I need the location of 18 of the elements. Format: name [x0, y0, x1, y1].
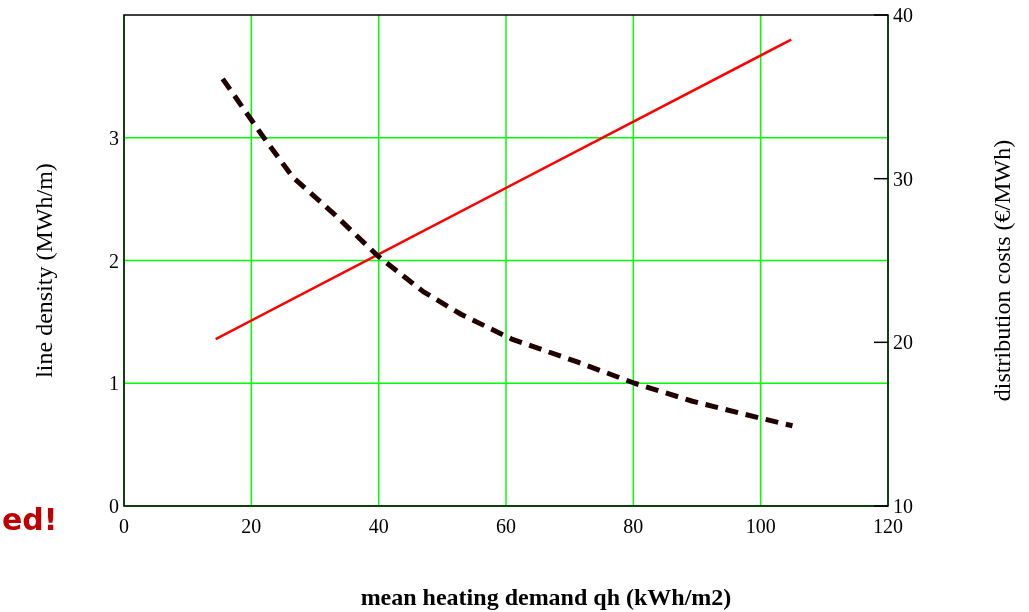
- y2-tick-label: 40: [893, 4, 913, 26]
- x-tick-label: 40: [368, 515, 389, 537]
- x-tick-label: 60: [496, 515, 516, 537]
- y-tick-label: 0: [109, 495, 119, 517]
- y-axis-title: line density (MWh/m): [31, 163, 57, 378]
- y2-axis-title: distribution costs (€/MWh): [989, 139, 1015, 402]
- y-tick-label: 1: [109, 372, 119, 395]
- y2-tick-label: 30: [893, 167, 913, 190]
- x-axis-title: mean heating demand qh (kWh/m2): [360, 584, 732, 610]
- y2-tick-label: 20: [893, 331, 913, 354]
- y-tick-label: 3: [109, 126, 119, 149]
- y-tick-label: 2: [109, 249, 119, 272]
- x-tick-label: 80: [623, 515, 644, 537]
- x-tick-label: 20: [241, 515, 262, 537]
- x-tick-label: 100: [745, 515, 776, 537]
- x-tick-label: 120: [873, 515, 903, 537]
- text: ed!: [2, 502, 58, 537]
- y2-tick-label: 10: [893, 495, 913, 517]
